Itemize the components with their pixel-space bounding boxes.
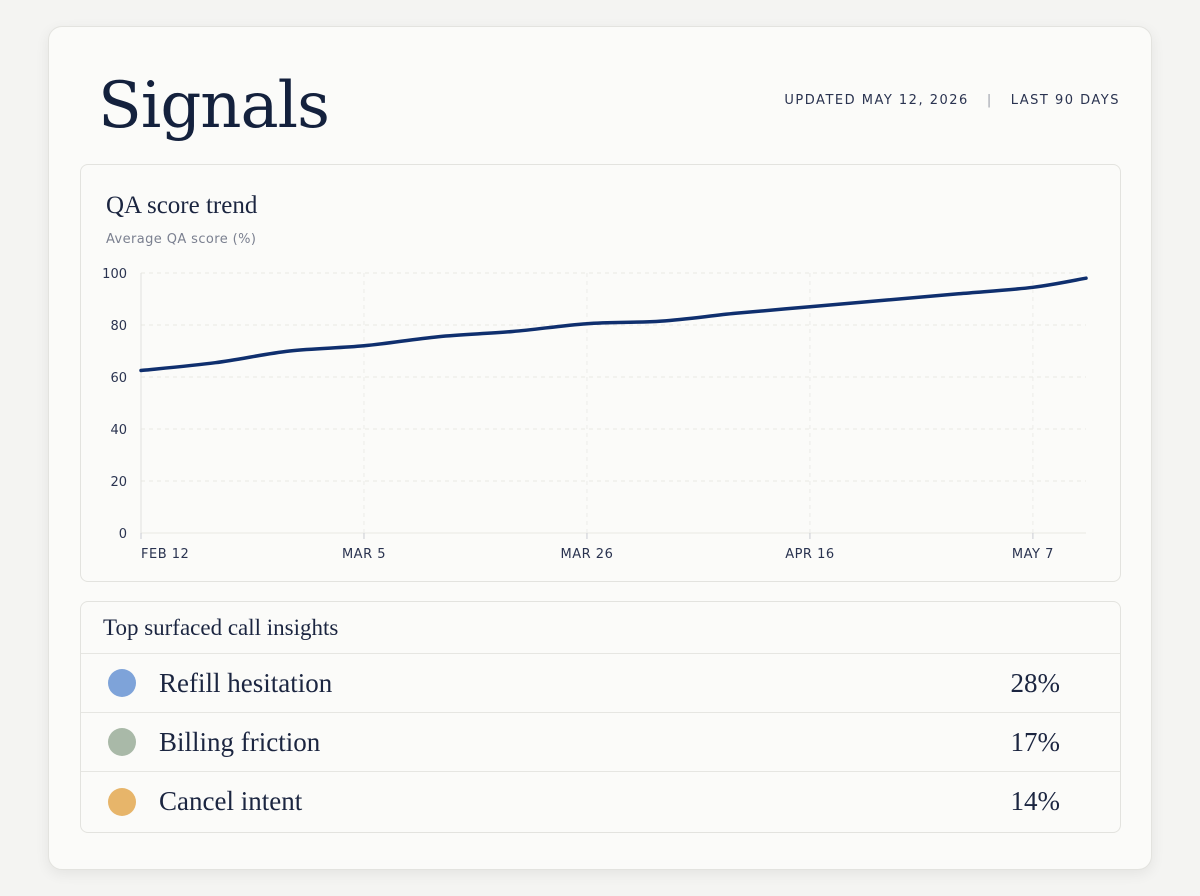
insight-row-billing[interactable]: Billing friction 17% [81,713,1120,772]
x-tick-label: MAR 26 [561,547,614,562]
page-title: Signals [98,69,330,143]
insight-value: 17% [1010,726,1061,757]
insight-row-refill[interactable]: Refill hesitation 28% [81,654,1120,713]
qa-score-series-line [139,276,1088,373]
insight-label: Cancel intent [159,786,303,816]
qa-score-chart-panel: QA score trend Average QA score (%) 0 20 4… [80,164,1121,582]
x-tick-label: MAR 5 [342,547,386,562]
y-tick-label: 60 [110,371,127,386]
insight-row-cancel[interactable]: Cancel intent 14% [81,772,1120,831]
cancel-dot-icon [108,787,136,816]
insight-value: 28% [1010,667,1061,698]
x-tick-label: MAY 7 [1012,547,1054,562]
insight-value: 14% [1010,786,1061,816]
qa-score-line-chart: 0 20 40 60 80 100 FEB 12 MAR 5 MAR 26 APR 16 MAY 7 [102,267,1088,562]
billing-dot-icon [108,728,136,756]
y-tick-label: 0 [119,527,127,542]
insights-title: Top surfaced call insights [81,602,1120,654]
chart-subtitle: Average QA score (%) [106,232,257,247]
date-range[interactable]: LAST 90 DAYS [1010,93,1120,108]
y-tick-label: 100 [102,267,127,282]
meta-separator: | [986,93,993,108]
insight-label: Billing friction [159,726,321,757]
y-tick-label: 80 [110,319,127,334]
y-tick-label: 40 [110,423,127,438]
y-tick-label: 20 [110,475,127,490]
insight-label: Refill hesitation [159,667,333,698]
updated-date: UPDATED MAY 12, 2026 [784,93,969,108]
x-tick-label: APR 16 [785,547,834,562]
chart-title: QA score trend [106,192,258,219]
insights-panel: Top surfaced call insights Refill hesita… [80,601,1121,833]
header-meta: UPDATED MAY 12, 2026 | LAST 90 DAYS [784,93,1120,108]
x-tick-label: FEB 12 [141,547,189,562]
refill-dot-icon [108,669,136,697]
signals-card: Signals UPDATED MAY 12, 2026 | LAST 90 D… [48,26,1152,870]
